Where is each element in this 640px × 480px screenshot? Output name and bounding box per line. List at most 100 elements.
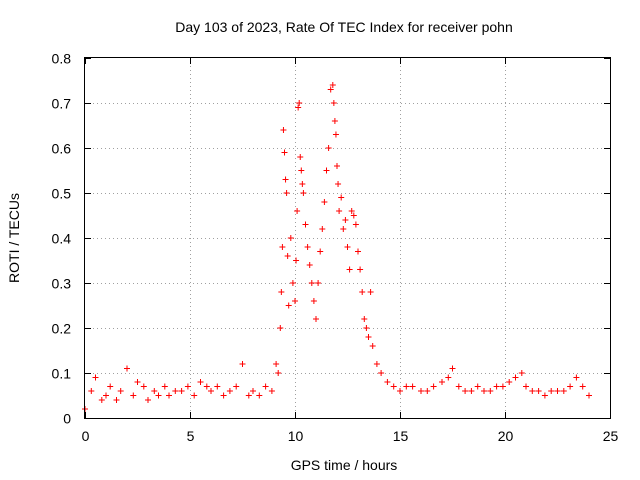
data-point (107, 383, 114, 390)
data-point (145, 397, 151, 403)
data-point (487, 388, 494, 394)
data-point (88, 388, 95, 394)
data-point (348, 208, 355, 214)
data-point (172, 388, 179, 394)
data-point (455, 383, 462, 390)
data-point (262, 383, 269, 390)
data-point (340, 226, 347, 232)
data-point (297, 154, 304, 160)
data-point (338, 194, 345, 201)
data-point (275, 370, 282, 376)
data-point (283, 190, 290, 196)
points-layer (82, 82, 592, 412)
data-point (449, 365, 456, 372)
data-point (279, 244, 286, 250)
data-point (350, 212, 357, 219)
data-point (245, 392, 252, 399)
data-point (499, 383, 506, 390)
grid-layer (85, 58, 610, 418)
data-point (124, 365, 130, 372)
data-point (166, 392, 172, 399)
data-point (197, 379, 204, 385)
data-point (214, 383, 221, 390)
x-tick-label: 20 (498, 428, 514, 444)
frame-layer (84, 57, 611, 419)
data-point (113, 397, 120, 403)
data-point (424, 388, 431, 394)
data-point (300, 190, 307, 196)
data-point (403, 383, 410, 390)
x-tick-label: 10 (288, 428, 304, 444)
data-point (321, 199, 328, 205)
data-point (134, 379, 141, 385)
data-point (481, 388, 487, 394)
data-point (103, 392, 109, 399)
data-point (256, 392, 263, 399)
data-point (548, 388, 555, 394)
data-point (130, 392, 137, 399)
data-point (359, 289, 366, 295)
data-point (161, 383, 168, 390)
data-point (319, 226, 326, 232)
data-point (579, 383, 586, 390)
data-point (325, 145, 332, 151)
data-point (299, 181, 306, 187)
data-point (439, 379, 445, 385)
data-point (506, 379, 513, 385)
data-point (315, 280, 322, 286)
data-point (445, 374, 452, 381)
data-point (293, 257, 300, 264)
data-point (191, 392, 198, 399)
data-point (92, 374, 99, 381)
data-point (430, 383, 437, 390)
data-point (208, 388, 214, 394)
data-point (323, 167, 330, 174)
data-point (178, 388, 185, 394)
data-point (367, 289, 374, 295)
data-point (284, 253, 291, 259)
data-point (140, 383, 147, 390)
data-point (282, 176, 289, 183)
data-point (281, 149, 288, 156)
data-point (331, 118, 338, 124)
data-point (239, 361, 246, 367)
data-point (304, 244, 311, 250)
y-tick-label: 0.3 (52, 276, 72, 292)
data-point (560, 388, 567, 394)
data-point (310, 298, 317, 304)
data-point (268, 388, 275, 394)
data-point (357, 266, 364, 273)
data-point (397, 388, 403, 394)
data-point (409, 383, 416, 390)
data-point (294, 208, 301, 214)
data-point (493, 383, 500, 390)
data-point (535, 388, 542, 394)
data-point (518, 370, 525, 376)
data-point (220, 392, 227, 399)
plot-frame (84, 57, 611, 419)
data-point (117, 388, 124, 394)
chart-title: Day 103 of 2023, Rate Of TEC Index for r… (175, 19, 512, 35)
data-point (302, 221, 309, 228)
data-point (184, 383, 191, 390)
y-tick-label: 0.4 (52, 231, 72, 247)
data-point (334, 163, 340, 169)
data-point (554, 388, 561, 394)
data-point (317, 248, 324, 255)
data-point (541, 392, 548, 399)
data-point (342, 217, 349, 223)
data-point (390, 383, 397, 390)
data-point (344, 244, 351, 250)
tick-layer: 0 5 10 15 20 25 0 0.1 0.2 0.3 0.4 0.5 0.6 0.7 0.8 (52, 51, 619, 445)
data-point (327, 86, 334, 93)
data-point (313, 316, 319, 322)
x-tick-label: 5 (187, 428, 195, 444)
data-point (250, 388, 256, 394)
data-point (329, 82, 336, 88)
y-tick-label: 0.5 (52, 186, 72, 202)
data-point (330, 100, 337, 106)
data-point (468, 388, 475, 394)
x-tick-label: 0 (82, 428, 90, 444)
